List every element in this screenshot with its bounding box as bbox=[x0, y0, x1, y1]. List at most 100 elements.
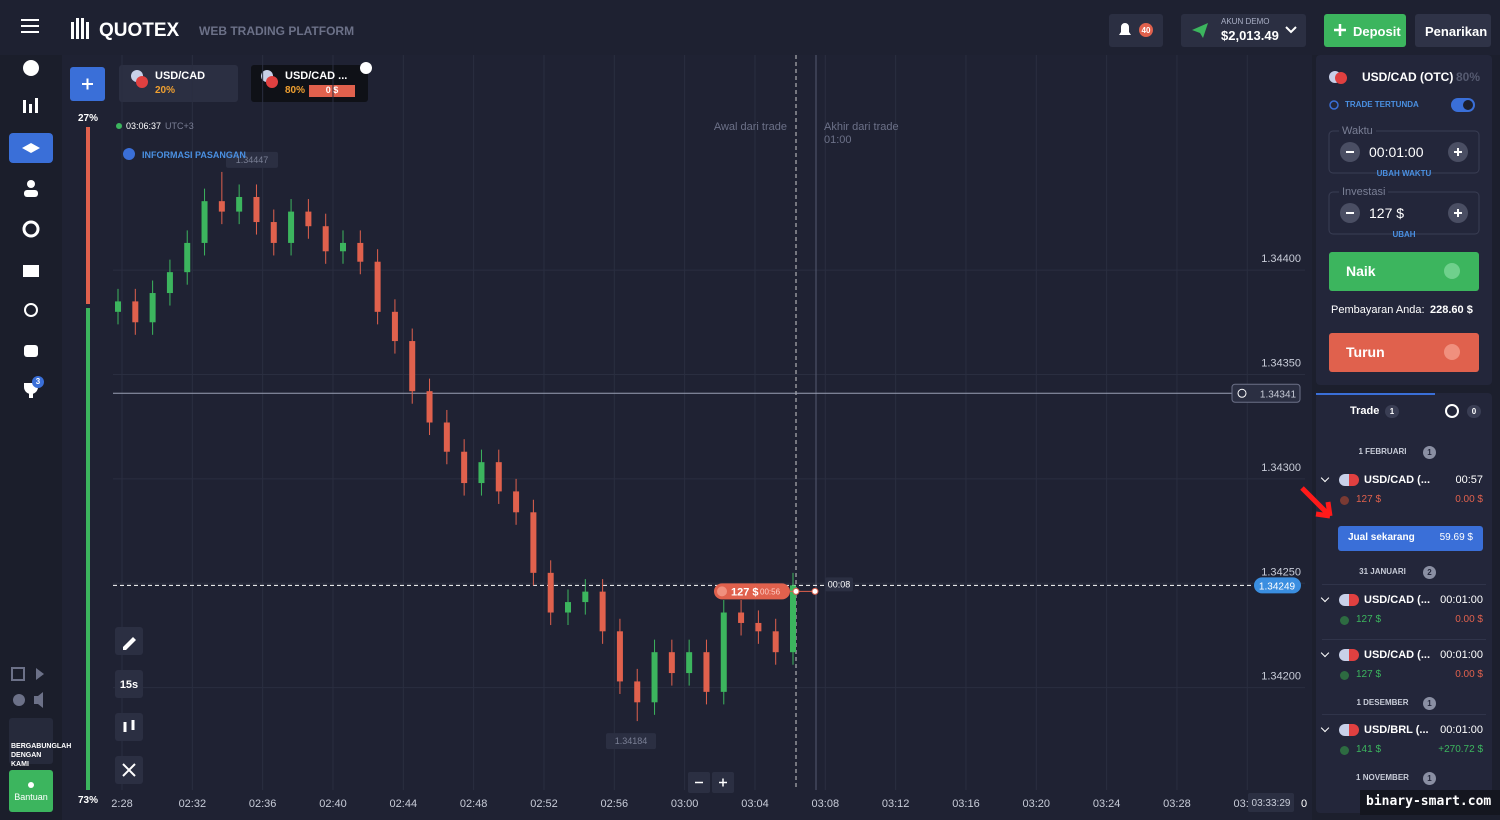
y-tick-label: 1.34300 bbox=[1261, 462, 1301, 474]
deposit-button[interactable] bbox=[1324, 14, 1406, 47]
notifications-button[interactable] bbox=[1109, 14, 1163, 47]
plus-icon bbox=[82, 78, 93, 90]
pending-label: TRADE TERTUNDA bbox=[1345, 100, 1419, 109]
down-icon bbox=[1444, 344, 1460, 360]
withdraw-button[interactable] bbox=[1415, 14, 1491, 47]
trade-asset: USD/CAD (... bbox=[1364, 594, 1430, 606]
flag bbox=[1339, 724, 1359, 736]
help-button[interactable] bbox=[9, 770, 53, 812]
help-label[interactable]: Bantuan bbox=[14, 792, 48, 802]
flag bbox=[1335, 72, 1347, 84]
candle-body bbox=[218, 201, 225, 212]
current-price: 1.34249 bbox=[1259, 581, 1296, 592]
down-label[interactable]: Turun bbox=[1346, 344, 1385, 360]
date-label: 1 DESEMBER bbox=[1356, 698, 1409, 707]
y-tick-label: 1.34200 bbox=[1261, 671, 1301, 683]
panel-asset: USD/CAD (OTC) bbox=[1362, 70, 1454, 84]
candle-timer: 00:08 bbox=[828, 579, 851, 589]
trades-panel bbox=[1316, 393, 1492, 813]
zoom-signs bbox=[695, 778, 727, 787]
trades-tab[interactable]: Trade bbox=[1350, 405, 1380, 417]
asset-name[interactable]: USD/CAD bbox=[155, 70, 206, 82]
tool-button[interactable] bbox=[115, 670, 143, 698]
investment-field[interactable] bbox=[1328, 191, 1480, 235]
candle-body bbox=[132, 301, 139, 323]
watermark-box bbox=[1360, 790, 1500, 815]
candle-timer-box bbox=[825, 577, 853, 592]
close-tab[interactable] bbox=[360, 62, 372, 74]
up-button[interactable] bbox=[1329, 252, 1479, 291]
y-tick-label: 1.34400 bbox=[1261, 253, 1301, 265]
change-time[interactable]: UBAH WAKTU bbox=[1376, 169, 1432, 178]
up-label[interactable]: Naik bbox=[1346, 263, 1376, 279]
tool-button[interactable] bbox=[115, 713, 143, 741]
date-count: 2 bbox=[1423, 566, 1436, 579]
down-button[interactable] bbox=[1329, 333, 1479, 372]
candle-body bbox=[149, 293, 156, 323]
stepper-buttons[interactable] bbox=[1340, 142, 1468, 223]
trade-panel bbox=[1316, 55, 1492, 385]
candle-body bbox=[772, 631, 779, 653]
candle-body bbox=[703, 652, 710, 692]
candle-body bbox=[184, 242, 191, 273]
sell-now-value: 59.69 $ bbox=[1439, 532, 1473, 543]
history-icon[interactable] bbox=[1445, 404, 1459, 418]
high-label-box bbox=[226, 151, 278, 168]
join-label[interactable]: BERGABUNGLAH DENGAN KAMI bbox=[11, 743, 72, 768]
nav-icons[interactable] bbox=[22, 60, 40, 398]
flag bbox=[136, 76, 148, 88]
asset-tab[interactable] bbox=[119, 65, 238, 102]
candle-body bbox=[426, 391, 433, 423]
notification-count: 40 bbox=[1141, 26, 1151, 35]
y-tick-label: 1.34350 bbox=[1261, 357, 1301, 369]
x-tick-label: 02:52 bbox=[530, 798, 558, 810]
candle-body bbox=[686, 652, 693, 674]
time-value: 00:01:00 bbox=[1369, 144, 1424, 160]
x-tick-label: 03:20 bbox=[1023, 798, 1051, 810]
candle-body bbox=[357, 242, 364, 262]
trade-time: 00:57 bbox=[1455, 474, 1483, 486]
trade-asset: USD/CAD (... bbox=[1364, 474, 1430, 486]
payout-value: 228.60 $ bbox=[1430, 304, 1473, 316]
change-investment[interactable]: UBAH bbox=[1392, 230, 1416, 239]
divider bbox=[1322, 714, 1486, 715]
trade-dot bbox=[792, 587, 800, 595]
candle-body bbox=[201, 201, 208, 243]
sell-now-button[interactable] bbox=[1338, 526, 1483, 551]
withdraw-label[interactable]: Penarikan bbox=[1425, 24, 1488, 39]
trade-amount: 127 $ bbox=[1356, 494, 1382, 505]
menu-icon bbox=[21, 19, 39, 33]
price-chart: 2:28 02:32 02:36 02:40 02:44 02:48 02:52 02:56 0… bbox=[86, 55, 1307, 812]
candle-body bbox=[270, 222, 277, 243]
sell-now-label[interactable]: Jual sekarang bbox=[1348, 532, 1415, 543]
trade-end-time: 01:00 bbox=[824, 134, 852, 146]
sentiment-buy bbox=[86, 308, 90, 790]
settings-icons[interactable] bbox=[11, 667, 44, 708]
low-label-box bbox=[606, 733, 656, 750]
badge bbox=[1139, 23, 1153, 37]
candle-body bbox=[305, 211, 312, 227]
asset-name[interactable]: USD/CAD ... bbox=[285, 70, 348, 82]
low-label: 1.34184 bbox=[615, 736, 648, 746]
direction-icon bbox=[1340, 616, 1349, 625]
candle-body bbox=[478, 462, 485, 484]
info-icon bbox=[123, 148, 135, 160]
x-tick-label: 02:40 bbox=[319, 798, 347, 810]
time-field[interactable] bbox=[1328, 130, 1480, 174]
trade-marker bbox=[714, 583, 790, 600]
asset-payout: 80% bbox=[285, 85, 306, 96]
trade-end-label: Akhir dari trade bbox=[824, 121, 899, 133]
current-price-box bbox=[1254, 577, 1301, 594]
flag bbox=[266, 76, 278, 88]
x-tick-label: 03:16 bbox=[952, 798, 980, 810]
trade-marker-icon bbox=[717, 586, 727, 597]
account-switch[interactable] bbox=[1181, 14, 1306, 47]
sentiment-label: 73% bbox=[77, 795, 98, 806]
candle-body bbox=[790, 585, 796, 653]
deposit-label[interactable]: Deposit bbox=[1353, 24, 1401, 39]
join-box[interactable] bbox=[9, 718, 53, 764]
alert-bell bbox=[1237, 388, 1247, 398]
x-tick-label: 2:28 bbox=[111, 798, 132, 810]
trade-profit: +270.72 $ bbox=[1438, 744, 1483, 755]
